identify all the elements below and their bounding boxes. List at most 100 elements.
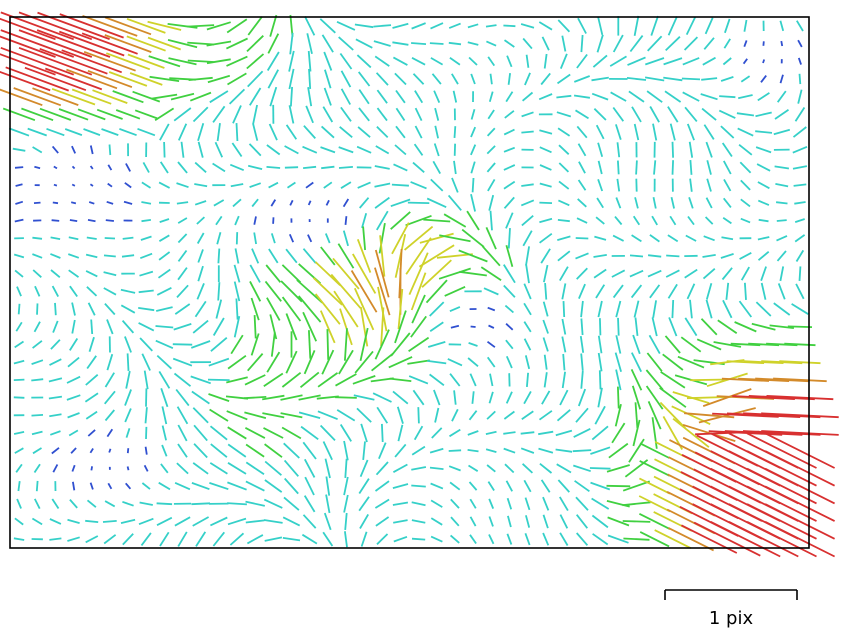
distortion-vector [632, 419, 641, 447]
distortion-vector [611, 269, 626, 278]
distortion-vector [396, 406, 404, 424]
distortion-vector [120, 288, 136, 294]
distortion-vector [302, 145, 318, 154]
distortion-vector [394, 72, 407, 86]
distortion-vector [434, 107, 440, 121]
distortion-vector [268, 248, 279, 264]
distortion-vector [361, 212, 368, 229]
distortion-vector [356, 238, 372, 273]
distortion-vector [449, 57, 461, 66]
distortion-vector [282, 516, 301, 527]
distortion-vector [591, 514, 609, 529]
distortion-vector [358, 89, 370, 105]
distortion-vector [488, 324, 495, 329]
distortion-vector [524, 72, 531, 86]
distortion-vector [208, 357, 230, 367]
distortion-vector [468, 56, 478, 66]
distortion-vector [408, 336, 430, 353]
distortion-vector [614, 403, 622, 427]
distortion-vector [245, 461, 265, 476]
distortion-vector [48, 377, 63, 383]
distortion-vector [35, 480, 39, 492]
distortion-vector [270, 332, 276, 357]
distortion-vector [666, 254, 680, 258]
distortion-vector [14, 218, 24, 223]
distortion-vector [458, 249, 488, 263]
distortion-vector [489, 373, 494, 387]
distortion-vector [350, 270, 378, 313]
distortion-vector [187, 24, 215, 28]
distortion-vector [21, 107, 54, 122]
distortion-vector [388, 356, 413, 369]
distortion-vector [391, 183, 409, 187]
distortion-vector [230, 334, 244, 355]
distortion-vector [486, 145, 496, 155]
distortion-vector [787, 325, 813, 328]
distortion-vector [486, 410, 496, 420]
distortion-vector [430, 482, 444, 490]
distortion-vector [121, 320, 135, 334]
distortion-vector [159, 218, 170, 223]
distortion-vector [450, 534, 460, 544]
distortion-vector [306, 33, 313, 55]
distortion-vector [243, 396, 267, 400]
distortion-vector [250, 333, 260, 356]
distortion-vector [13, 87, 62, 107]
distortion-vector [303, 165, 317, 169]
distortion-vector [378, 222, 386, 254]
distortion-vector [32, 269, 42, 278]
distortion-vector [608, 442, 629, 459]
distortion-vector [138, 322, 155, 332]
distortion-vector [144, 446, 148, 455]
distortion-vector [192, 407, 209, 424]
distortion-vector [638, 495, 671, 513]
distortion-vector [86, 355, 97, 370]
distortion-vector [593, 268, 607, 279]
distortion-vector [773, 128, 791, 136]
distortion-vector [503, 39, 515, 48]
distortion-vector [543, 264, 549, 283]
distortion-vector [470, 108, 476, 120]
distortion-vector [793, 183, 807, 187]
distortion-vector [87, 429, 96, 437]
distortion-vector [470, 73, 476, 85]
distortion-vector [451, 177, 459, 193]
distortion-vector [319, 310, 336, 344]
distortion-vector [210, 337, 228, 352]
distortion-vector [427, 360, 447, 365]
distortion-vector [49, 358, 62, 366]
distortion-vector [172, 343, 193, 346]
distortion-vector [542, 496, 550, 511]
distortion-vector [90, 466, 93, 471]
distortion-vector [296, 279, 323, 304]
distortion-vector [467, 430, 479, 436]
distortion-vector [542, 337, 549, 352]
distortion-vector [746, 485, 817, 522]
distortion-vector [430, 178, 444, 192]
distortion-vector [381, 423, 384, 443]
distortion-vector [522, 91, 534, 102]
distortion-vector [227, 426, 247, 440]
distortion-vector [561, 371, 566, 389]
distortion-vector [172, 357, 193, 367]
distortion-vector [774, 165, 790, 170]
distortion-vector [693, 521, 761, 557]
distortion-vector [591, 425, 609, 441]
distortion-vector [577, 198, 587, 208]
distortion-vector [307, 200, 312, 206]
distortion-vector [471, 177, 475, 193]
distortion-vector [167, 39, 198, 49]
distortion-vector [766, 395, 834, 401]
distortion-vector [669, 215, 677, 226]
distortion-vector [338, 349, 354, 375]
distortion-vector [216, 122, 221, 142]
distortion-vector [449, 373, 461, 387]
distortion-vector [210, 443, 228, 458]
distortion-vector [371, 352, 394, 372]
distortion-vector [394, 310, 407, 344]
distortion-vector [192, 106, 209, 123]
distortion-vector [717, 319, 738, 334]
distortion-vector [33, 321, 41, 333]
distortion-vector [321, 165, 335, 170]
distortion-vector [667, 16, 678, 36]
